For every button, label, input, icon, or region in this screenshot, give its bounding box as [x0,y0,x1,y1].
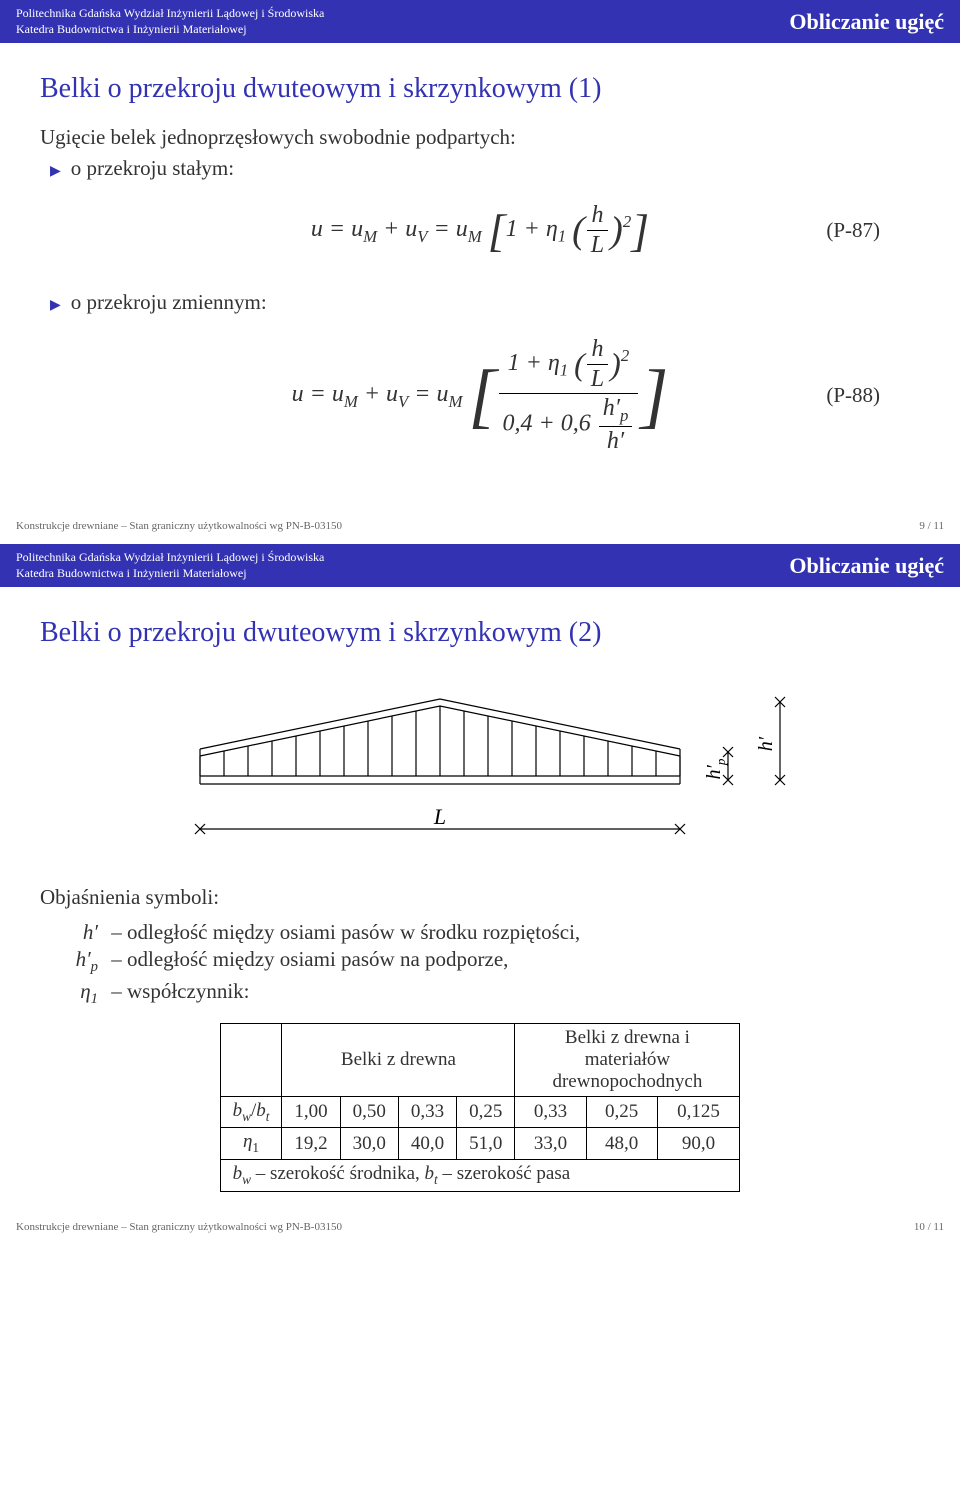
dim-h: h′ [755,737,777,752]
bullet2-text: o przekroju zmiennym: [71,290,267,315]
footer-page: 9 / 11 [919,520,944,532]
bullet1-text: o przekroju stałym: [71,156,234,181]
legend-hp: h′p – odległość między osiami pasów na p… [70,947,920,976]
header-title: Obliczanie ugięć [789,9,944,35]
slide1-intro: Ugięcie belek jednoprzęsłowych swobodnie… [40,125,920,150]
slide1-heading: Belki o przekroju dwuteowym i skrzynkowy… [40,73,920,105]
affil-line2: Katedra Budownictwa i Inżynierii Materia… [16,22,324,38]
legend-h: h′ – odległość między osiami pasów w śro… [70,920,920,945]
eq-label-p87: (P-87) [826,218,880,243]
bullet-constant-section: ▶ o przekroju stałym: [50,156,920,181]
formula-p88-row: u = uM + uV = uM [1 + η1 (hL)20,4 + 0,6 … [40,335,920,456]
affil-line1: Politechnika Gdańska Wydział Inżynierii … [16,550,324,566]
slide1-footer: Konstrukcje drewniane – Stan graniczny u… [0,516,960,544]
slide-10: Politechnika Gdańska Wydział Inżynierii … [0,544,960,1245]
header-affiliation: Politechnika Gdańska Wydział Inżynierii … [16,550,324,581]
slide1-content: Belki o przekroju dwuteowym i skrzynkowy… [0,43,960,516]
affil-line1: Politechnika Gdańska Wydział Inżynierii … [16,6,324,22]
formula-p87: u = uM + uV = uM [1 + η1 (hL)2] [311,201,649,260]
legend-heading: Objaśnienia symboli: [40,885,920,910]
tbl-row-eta: η1 19,2 30,0 40,0 51,0 33,0 48,0 90,0 [220,1128,740,1160]
tbl-head-composite: Belki z drewna i materiałów drewnopochod… [515,1023,740,1096]
slide-header: Politechnika Gdańska Wydział Inżynierii … [0,0,960,43]
row2-label: η1 [220,1128,282,1160]
header-affiliation: Politechnika Gdańska Wydział Inżynierii … [16,6,324,37]
tbl-row-bwbt: bw/bt 1,00 0,50 0,33 0,25 0,33 0,25 0,12… [220,1096,740,1128]
tbl-head-wood: Belki z drewna [282,1023,515,1096]
eq-label-p88: (P-88) [826,383,880,408]
tbl-note-row: bw – szerokość środnika, bt – szerokość … [220,1160,740,1192]
triangle-icon: ▶ [50,163,61,180]
dim-hp: h′p [703,758,728,779]
legend-eta: η1 – współczynnik: [70,979,920,1008]
tbl-note: bw – szerokość środnika, bt – szerokość … [220,1160,740,1192]
affil-line2: Katedra Budownictwa i Inżynierii Materia… [16,566,324,582]
header-title: Obliczanie ugięć [789,553,944,579]
footer-left: Konstrukcje drewniane – Stan graniczny u… [16,1221,342,1233]
tbl-empty [220,1023,282,1096]
formula-p87-row: u = uM + uV = uM [1 + η1 (hL)2] (P-87) [40,201,920,260]
beam-diagram: L h′p h′ [40,679,920,865]
slide2-footer: Konstrukcje drewniane – Stan graniczny u… [0,1217,960,1245]
footer-left: Konstrukcje drewniane – Stan graniczny u… [16,520,342,532]
symbol-legend: h′ – odległość między osiami pasów w śro… [70,920,920,1007]
slide-9: Politechnika Gdańska Wydział Inżynierii … [0,0,960,544]
slide2-content: Belki o przekroju dwuteowym i skrzynkowy… [0,587,960,1217]
slide2-heading: Belki o przekroju dwuteowym i skrzynkowy… [40,617,920,649]
dim-L: L [433,804,446,829]
slide-header: Politechnika Gdańska Wydział Inżynierii … [0,544,960,587]
footer-page: 10 / 11 [914,1221,944,1233]
eta-table: Belki z drewna Belki z drewna i materiał… [220,1023,741,1192]
formula-p88: u = uM + uV = uM [1 + η1 (hL)20,4 + 0,6 … [292,335,669,456]
beam-svg: L h′p h′ [130,679,830,859]
bullet-variable-section: ▶ o przekroju zmiennym: [50,290,920,315]
row1-label: bw/bt [220,1096,282,1128]
triangle-icon: ▶ [50,297,61,314]
